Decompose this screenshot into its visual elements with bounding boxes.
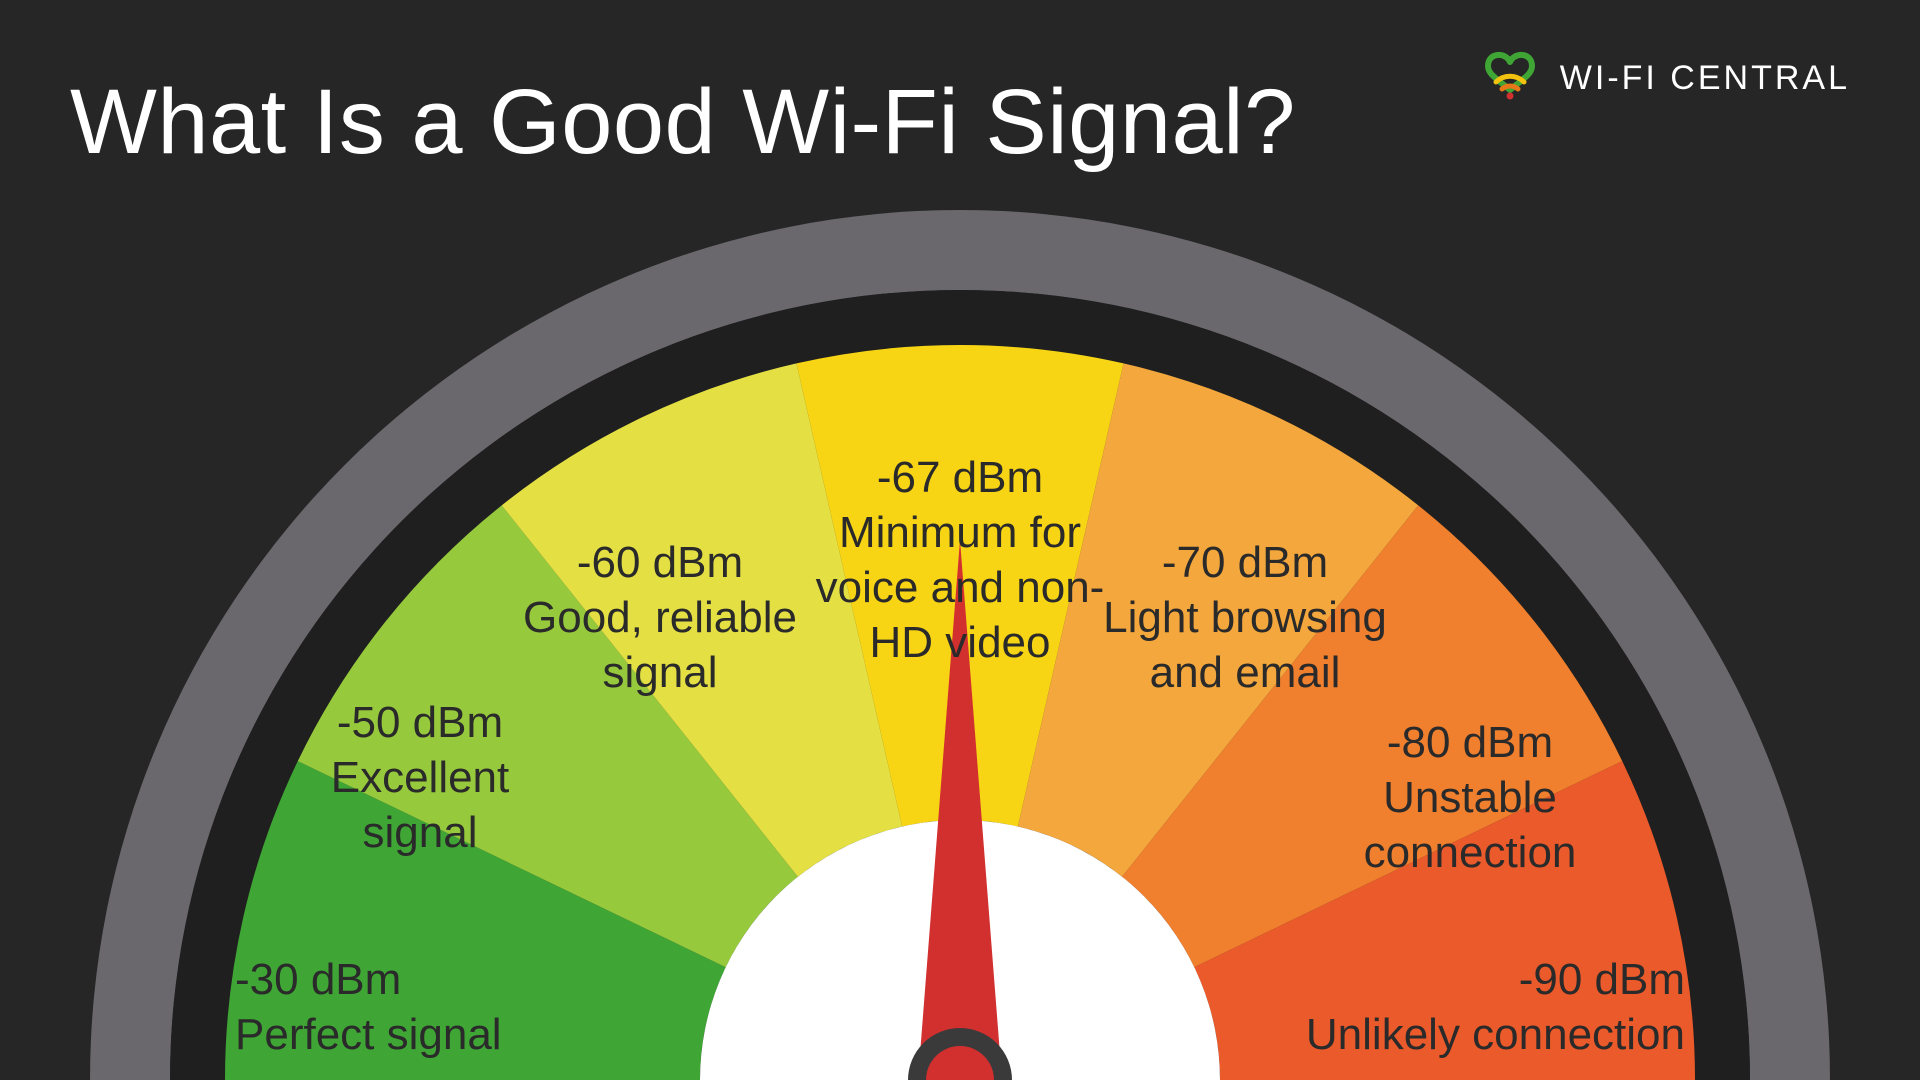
gauge-label-70dbm: -70 dBm Light browsing and email — [1085, 535, 1405, 700]
gauge-label-30dbm: -30 dBm Perfect signal — [235, 952, 615, 1062]
brand-logo-icon — [1478, 48, 1542, 109]
gauge-label-60dbm: -60 dBm Good, reliable signal — [520, 535, 800, 700]
page-title: What Is a Good Wi-Fi Signal? — [70, 70, 1296, 175]
brand: WI-FI CENTRAL — [1478, 48, 1850, 109]
gauge: -30 dBm Perfect signal -50 dBm Excellent… — [0, 180, 1920, 1080]
brand-text: WI-FI CENTRAL — [1560, 59, 1850, 98]
page: What Is a Good Wi-Fi Signal? WI-FI CENTR… — [0, 0, 1920, 1080]
gauge-label-67dbm: -67 dBm Minimum for voice and non-HD vid… — [800, 450, 1120, 670]
gauge-label-50dbm: -50 dBm Excellent signal — [270, 695, 570, 860]
gauge-label-80dbm: -80 dBm Unstable connection — [1300, 715, 1640, 880]
gauge-label-90dbm: -90 dBm Unlikely connection — [1265, 952, 1685, 1062]
